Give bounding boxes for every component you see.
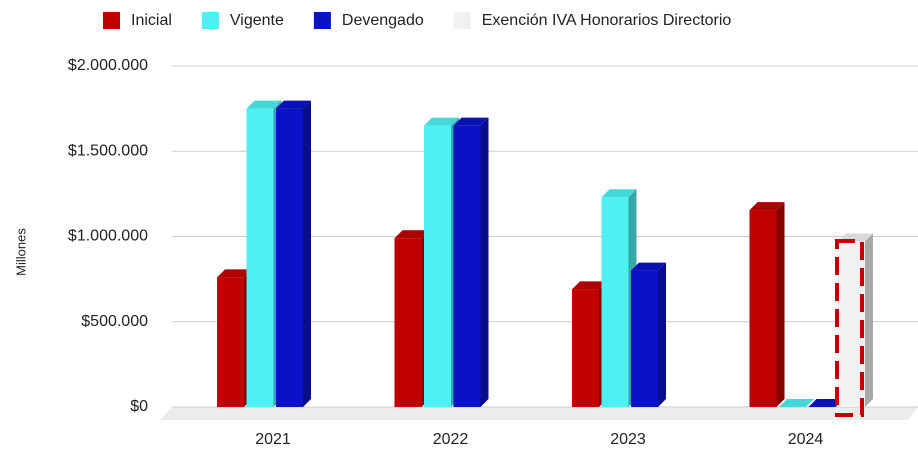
bar-top (246, 100, 282, 109)
x-tick-label: 2022 (433, 431, 469, 448)
x-tick-label: 2023 (610, 431, 646, 448)
bar (631, 262, 666, 407)
legend-swatch (453, 12, 471, 29)
x-tick-label: 2024 (788, 431, 824, 448)
legend-swatch (313, 12, 331, 29)
bar-side (658, 262, 666, 407)
bar (453, 117, 489, 408)
bar-top (394, 230, 430, 239)
y-tick-label: $1.000.000 (68, 228, 148, 245)
bar-side (865, 233, 873, 407)
legend-label: Vigente (230, 12, 284, 29)
bar-front (246, 108, 274, 407)
plot: $0 $500.000 $1.000.000 $1.500.000 $2.000.000… (68, 57, 918, 448)
y-axis-label: Millones (13, 228, 28, 276)
bar-top (572, 281, 607, 290)
floor (160, 407, 918, 420)
bar-top (217, 269, 252, 278)
bar-top (453, 117, 489, 126)
y-tick-label: $1.500.000 (68, 142, 148, 159)
bar (779, 399, 814, 407)
y-tick-label: $500.000 (81, 313, 148, 330)
y-tick-label: $0 (130, 398, 148, 415)
highlight-box (835, 239, 864, 417)
bar-front (631, 270, 658, 407)
bar-top (808, 399, 844, 407)
bar-side (303, 100, 311, 407)
bar-front (601, 197, 629, 407)
legend: Inicial Vigente Devengado Exención IVA Hono… (103, 12, 731, 29)
legend-swatch (201, 12, 219, 29)
bar-top (276, 100, 311, 109)
bar-front (394, 238, 422, 407)
bar (276, 100, 311, 407)
bar (572, 281, 607, 407)
bar-top (631, 262, 666, 271)
bar (749, 202, 785, 407)
bar-front (217, 277, 244, 407)
bar-front (749, 210, 777, 407)
y-tick-label: $2.000.000 (68, 57, 148, 74)
bar-front (453, 125, 481, 408)
bar (601, 189, 637, 407)
legend-label: Exención IVA Honorarios Directorio (482, 12, 732, 29)
bar-top (424, 117, 459, 126)
legend-label: Devengado (342, 12, 424, 29)
bar-top (749, 202, 785, 211)
bar (838, 233, 873, 407)
legend-label: Inicial (131, 12, 172, 29)
x-tick-label: 2021 (255, 431, 291, 448)
bar-side (776, 202, 785, 407)
bar (808, 399, 844, 407)
legend-swatch (103, 12, 120, 29)
bar-front (572, 289, 599, 407)
bar-top (779, 399, 814, 407)
bar-front (424, 125, 451, 408)
bar-side (480, 117, 489, 408)
bar-top (601, 189, 637, 198)
bar-front (276, 108, 303, 407)
